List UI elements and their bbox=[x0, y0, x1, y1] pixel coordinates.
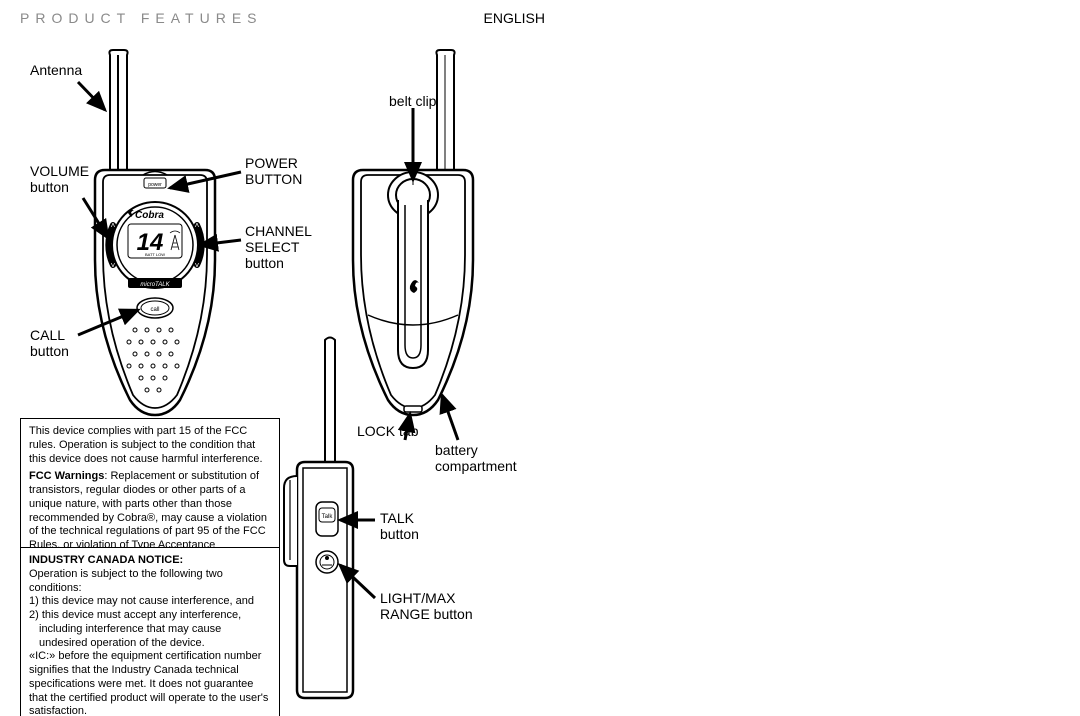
ic-p2: «IC:» before the equipment certification… bbox=[29, 650, 271, 716]
call-label: CALL button bbox=[30, 327, 69, 359]
svg-text:˅: ˅ bbox=[111, 261, 116, 270]
ic-li2: 2) this device must accept any interfere… bbox=[29, 609, 271, 650]
industry-canada-box: INDUSTRY CANADA NOTICE: Operation is sub… bbox=[20, 547, 280, 716]
channel-number: 14 bbox=[137, 229, 164, 256]
call-text: call bbox=[150, 307, 159, 313]
svg-text:˄: ˄ bbox=[195, 221, 200, 230]
ic-p1: Operation is subject to the following tw… bbox=[29, 568, 271, 596]
ic-li1: 1) this device may not cause interferenc… bbox=[29, 595, 271, 609]
section-title: PRODUCT FEATURES bbox=[20, 10, 263, 26]
manual-page: PRODUCT FEATURES ENGLISH 1 power bbox=[0, 0, 1080, 716]
lock-label: LOCK tab bbox=[357, 423, 418, 439]
power-label: POWER BUTTON bbox=[245, 155, 302, 187]
beltclip-label: belt clip bbox=[389, 93, 436, 109]
volume-label: VOLUME button bbox=[30, 163, 89, 195]
ic-title: INDUSTRY CANADA NOTICE: bbox=[29, 554, 183, 566]
svg-text:˄: ˄ bbox=[111, 221, 116, 230]
lightmax-label: LIGHT/MAX RANGE button bbox=[380, 590, 473, 622]
talk-label: TALK button bbox=[380, 510, 419, 542]
batt-low-text: BATT LOW bbox=[145, 252, 165, 257]
talk-side-text: Talk bbox=[322, 514, 334, 520]
fcc-p1: This device complies with part 15 of the… bbox=[29, 425, 271, 466]
power-text: power bbox=[148, 182, 162, 188]
battery-label: battery compartment bbox=[435, 442, 517, 474]
fcc-warnings-label: FCC Warnings bbox=[29, 470, 104, 482]
antenna-label: Antenna bbox=[30, 62, 82, 78]
svg-text:˅: ˅ bbox=[195, 261, 200, 270]
brand-text: Cobra bbox=[135, 210, 164, 221]
language-label: ENGLISH bbox=[484, 10, 545, 26]
microtalk-text: microTALK bbox=[140, 282, 170, 288]
channel-label: CHANNEL SELECT button bbox=[245, 223, 312, 271]
